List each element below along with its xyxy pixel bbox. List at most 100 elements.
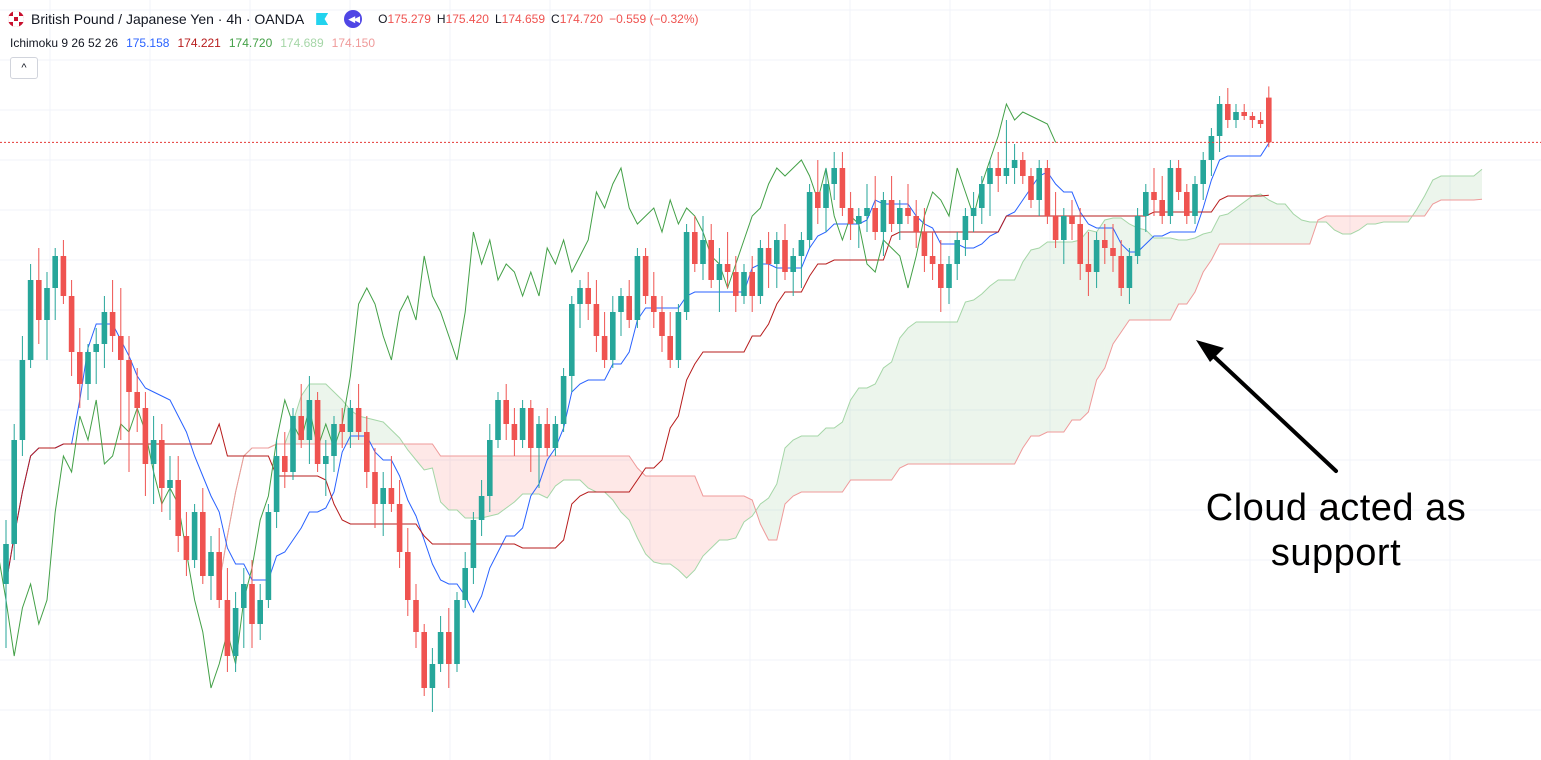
- cloud-segment: [744, 496, 753, 522]
- candle-body: [101, 312, 108, 344]
- candle-body: [839, 168, 846, 208]
- candle: [11, 424, 17, 560]
- candle: [1249, 112, 1256, 128]
- cloud-segment: [588, 456, 597, 492]
- indicator-legend[interactable]: Ichimoku 9 26 52 26 175.158 174.221 174.…: [10, 36, 375, 50]
- candle-body: [585, 288, 591, 304]
- cloud-segment: [1154, 238, 1163, 320]
- cloud-segment: [1006, 280, 1015, 464]
- indicator-value-base: 174.221: [177, 36, 221, 50]
- cloud-segment: [457, 456, 466, 518]
- candle: [577, 280, 583, 328]
- cloud-segment: [1014, 262, 1023, 464]
- candle-body: [1192, 184, 1198, 216]
- candle-body: [142, 408, 149, 464]
- candle: [741, 264, 747, 304]
- cloud-segment: [383, 422, 392, 444]
- candle: [3, 520, 9, 648]
- candle-body: [519, 408, 526, 440]
- cloud-segment: [416, 444, 425, 470]
- candle: [774, 232, 780, 288]
- cloud-segment: [1342, 216, 1351, 234]
- candle: [44, 272, 50, 360]
- symbol-title[interactable]: British Pound / Japanese Yen · 4h · OAND…: [31, 11, 305, 27]
- candle-body: [815, 192, 821, 208]
- candle-body: [1266, 97, 1272, 143]
- candle-body: [241, 584, 247, 608]
- cloud-segment: [817, 428, 826, 492]
- candle: [724, 232, 731, 288]
- candle-body: [544, 424, 550, 448]
- candle-body: [1159, 200, 1165, 216]
- candle: [1225, 88, 1231, 128]
- cloud-segment: [883, 362, 892, 480]
- candle: [282, 432, 288, 488]
- replay-icon[interactable]: ◀◀: [344, 10, 363, 28]
- candle: [692, 216, 698, 272]
- candle: [634, 248, 641, 328]
- candle: [290, 408, 296, 480]
- candle-body: [257, 600, 263, 624]
- candle: [1093, 232, 1100, 288]
- close-label: C: [551, 12, 560, 26]
- leading-span-b-line: [218, 198, 1483, 585]
- candle: [1028, 168, 1034, 208]
- cloud-segment: [1285, 204, 1294, 244]
- cloud-segment: [998, 280, 1007, 464]
- candle: [938, 240, 944, 312]
- flag-icon[interactable]: [316, 13, 329, 25]
- candle-body: [765, 248, 772, 264]
- cloud-segment: [1383, 216, 1392, 222]
- candle: [1257, 112, 1264, 128]
- candle-body: [979, 184, 985, 208]
- candle-body: [683, 232, 690, 312]
- cloud-segment: [973, 294, 982, 464]
- candle-body: [1036, 168, 1042, 200]
- candle: [642, 248, 649, 304]
- candle: [257, 584, 263, 640]
- cloud-segment: [1063, 242, 1072, 432]
- candle-body: [1249, 116, 1256, 120]
- candle: [601, 312, 608, 368]
- candle-body: [1110, 248, 1116, 256]
- cloud-segment: [1244, 196, 1253, 244]
- candle-body: [798, 240, 805, 256]
- candle-body: [249, 584, 255, 624]
- cloud-segment: [793, 436, 802, 496]
- candle: [1085, 232, 1092, 296]
- candle: [1216, 96, 1223, 152]
- candle-body: [1126, 256, 1133, 288]
- indicator-name[interactable]: Ichimoku 9 26 52 26: [10, 36, 119, 50]
- candle: [142, 392, 149, 496]
- candle-body: [77, 352, 83, 384]
- cloud-segment: [1080, 230, 1089, 420]
- candle: [954, 232, 960, 280]
- cloud-segment: [1072, 240, 1081, 420]
- candle: [560, 368, 567, 432]
- candle: [585, 272, 591, 320]
- candle-body: [446, 632, 452, 664]
- cloud-segment: [867, 384, 876, 480]
- candle: [880, 192, 887, 256]
- candle: [339, 408, 345, 448]
- candle: [1151, 168, 1157, 216]
- candle-body: [487, 440, 493, 496]
- candle: [232, 592, 239, 672]
- candle: [511, 408, 518, 456]
- candle: [495, 392, 501, 448]
- candle-body: [27, 280, 34, 360]
- collapse-legend-button[interactable]: ^: [10, 57, 38, 79]
- cloud-segment: [916, 322, 925, 464]
- candle: [618, 288, 624, 336]
- cloud-segment: [1055, 242, 1064, 432]
- candle: [544, 408, 550, 456]
- candle-body: [872, 208, 878, 232]
- candle: [224, 568, 231, 672]
- cloud-segment: [1457, 176, 1466, 200]
- candle-body: [692, 232, 698, 264]
- candle: [716, 248, 723, 312]
- candle-body: [19, 360, 26, 440]
- candle: [175, 456, 181, 552]
- candle-body: [159, 440, 165, 488]
